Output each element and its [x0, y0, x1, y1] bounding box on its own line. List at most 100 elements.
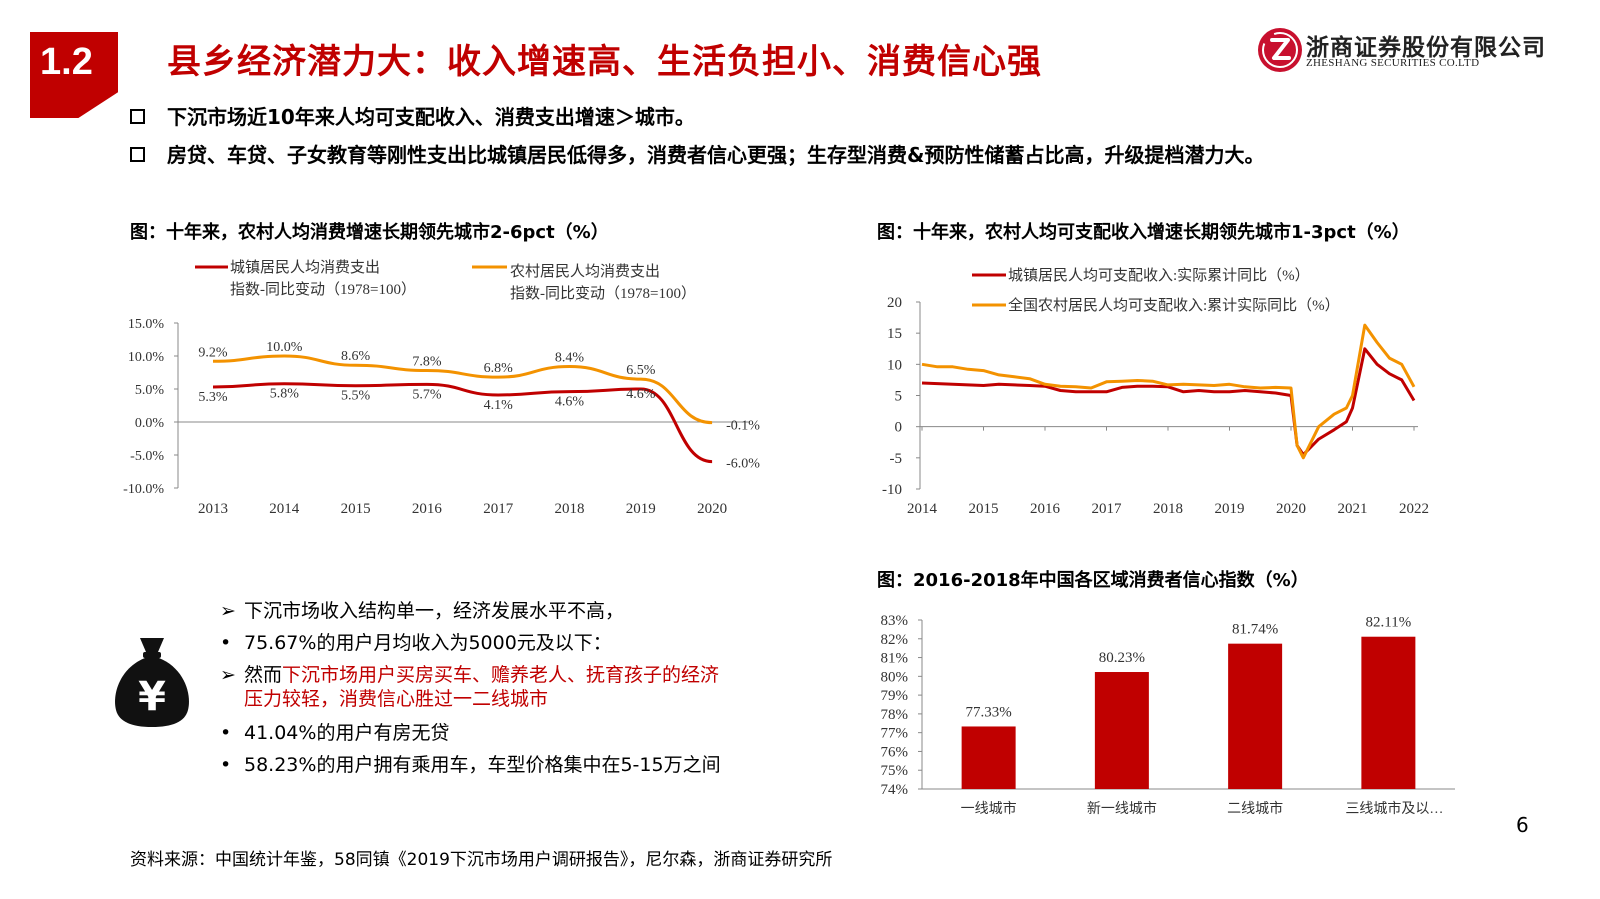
data-label-urban: 5.7%: [412, 387, 442, 402]
section-badge: 1.2: [30, 32, 118, 118]
company-logo: 浙商证券股份有限公司 ZHESHANG SECURITIES CO.LTD: [1258, 28, 1545, 78]
x-tick-label: 2020: [1276, 501, 1306, 517]
data-label-urban: 4.1%: [484, 398, 514, 413]
summary-bullet-text: 房贷、车贷、子女教育等刚性支出比城镇居民低得多，消费者信心更强；生存型消费&预防…: [167, 143, 1265, 167]
data-source-note: 资料来源：中国统计年鉴，58同镇《2019下沉市场用户调研报告》，尼尔森，浙商证…: [130, 850, 833, 870]
legend-urban-line2: 指数-同比变动（1978=100）: [230, 281, 416, 298]
y-tick-label: -5.0%: [130, 449, 164, 464]
data-label-rural: 10.0%: [266, 340, 303, 355]
legend-rural-income: 全国农村居民人均可支配收入:累计实际同比（%）: [1008, 296, 1340, 314]
bar-value-label: 80.23%: [1099, 650, 1145, 666]
y-tick-label: 82%: [881, 632, 909, 648]
logo-english-name: ZHESHANG SECURITIES CO.LTD: [1306, 57, 1480, 69]
x-tick-label: 2019: [1215, 501, 1245, 517]
y-tick-label: 5.0%: [135, 383, 165, 398]
x-category-label: 三线城市及以…: [1345, 800, 1443, 817]
data-label-urban: 4.6%: [555, 395, 585, 410]
list-item: ➢ 下沉市场收入结构单一，经济发展水平不高，: [220, 595, 721, 627]
list-item-text: 75.67%的用户月均收入为5000元及以下：: [244, 632, 612, 654]
list-item-text: 下沉市场收入结构单一，经济发展水平不高，: [244, 600, 625, 622]
y-tick-label: 10: [887, 357, 902, 373]
urban-income-line: [921, 347, 1416, 457]
square-bullet-icon: [130, 109, 145, 124]
bar: [1228, 643, 1283, 789]
dot-bullet-icon: •: [220, 632, 232, 654]
bar: [961, 726, 1016, 789]
dot-bullet-icon: •: [220, 754, 232, 776]
x-category-label: 二线城市: [1227, 800, 1283, 817]
logo-mark-icon: [1258, 28, 1302, 72]
page-title: 县乡经济潜力大：收入增速高、生活负担小、消费信心强: [167, 42, 1042, 82]
data-label-rural: 6.8%: [484, 361, 514, 376]
section-number: 1.2: [40, 41, 93, 83]
summary-bullet: 房贷、车贷、子女教育等刚性支出比城镇居民低得多，消费者信心更强；生存型消费&预防…: [130, 140, 1264, 178]
list-item-text: 41.04%的用户有房无贷: [244, 722, 450, 744]
data-label-rural: -0.1%: [726, 419, 760, 434]
x-tick-label: 2020: [697, 501, 727, 517]
dot-bullet-icon: •: [220, 722, 232, 744]
y-tick-label: 15: [887, 326, 902, 342]
x-tick-label: 2017: [1092, 501, 1123, 517]
summary-bullets: 下沉市场近10年来人均可支配收入、消费支出增速＞城市。 房贷、车贷、子女教育等刚…: [130, 102, 1264, 178]
data-label-urban: 5.5%: [341, 389, 371, 404]
data-label-rural: 6.5%: [626, 363, 656, 378]
list-item-highlight: ➢ 然而下沉市场用户买房买车、赡养老人、抚育孩子的经济 压力较轻，消费信心胜过一…: [220, 663, 721, 711]
x-tick-label: 2022: [1399, 501, 1429, 517]
data-label-rural: 9.2%: [198, 345, 228, 360]
consumption-growth-chart: 城镇居民人均消费支出 指数-同比变动（1978=100） 农村居民人均消费支出 …: [123, 259, 760, 517]
consumer-confidence-chart: 83% 82% 81% 80% 79% 78% 77% 76% 75% 74% 77.33% 一线城…: [881, 613, 1455, 817]
y-tick-label: 83%: [881, 613, 909, 629]
legend-urban-income: 城镇居民人均可支配收入:实际累计同比（%）: [1008, 267, 1310, 284]
y-tick-label: 81%: [881, 651, 909, 667]
x-tick-label: 2013: [198, 501, 228, 517]
list-item-highlight-text: 下沉市场用户买房买车、赡养老人、抚育孩子的经济: [282, 664, 720, 686]
y-tick-label: -10: [882, 482, 902, 498]
legend-urban-line1: 城镇居民人均消费支出: [230, 259, 380, 276]
list-item: • 58.23%的用户拥有乘用车，车型价格集中在5-15万之间: [220, 749, 721, 781]
logo-chinese-name: 浙商证券股份有限公司: [1306, 34, 1546, 61]
data-label-rural: 8.6%: [341, 349, 371, 364]
list-item-prefix: 然而: [244, 664, 283, 686]
y-tick-label: 74%: [881, 782, 909, 798]
income-growth-chart: 城镇居民人均可支配收入:实际累计同比（%） 全国农村居民人均可支配收入:累计实际…: [882, 267, 1429, 517]
bar-value-label: 77.33%: [966, 704, 1012, 720]
y-tick-label: -5: [890, 451, 903, 467]
bar: [1361, 636, 1416, 789]
y-tick-label: 20: [887, 295, 902, 311]
data-label-urban: 5.8%: [270, 387, 300, 402]
legend-rural-line2: 指数-同比变动（1978=100）: [510, 285, 696, 302]
summary-bullet: 下沉市场近10年来人均可支配收入、消费支出增速＞城市。: [130, 102, 1264, 140]
y-tick-label: 15.0%: [128, 317, 165, 332]
urban-consumption-line: [212, 382, 713, 464]
square-bullet-icon: [130, 147, 145, 162]
bar-value-label: 81.74%: [1232, 622, 1278, 638]
x-tick-label: 2018: [555, 501, 585, 517]
x-tick-label: 2018: [1153, 501, 1183, 517]
y-tick-label: 78%: [881, 707, 909, 723]
money-bag-icon: ¥: [112, 634, 192, 733]
y-tick-label: 5: [895, 389, 903, 405]
list-item-text-line2: 压力较轻，消费信心胜过一二线城市: [244, 688, 549, 710]
arrow-bullet-icon: ➢: [220, 664, 236, 686]
chart2-title: 图：十年来，农村人均可支配收入增速长期领先城市1-3pct（%）: [877, 222, 1410, 243]
bar: [1094, 672, 1149, 789]
y-tick-label: 0.0%: [135, 416, 165, 431]
chart1-title: 图：十年来，农村人均消费增速长期领先城市2-6pct（%）: [130, 222, 609, 243]
x-tick-label: 2019: [626, 501, 656, 517]
rural-income-line: [921, 323, 1416, 460]
chart3-title: 图：2016-2018年中国各区域消费者信心指数（%）: [877, 570, 1309, 591]
y-tick-label: 77%: [881, 726, 909, 742]
page-number: 6: [1516, 813, 1529, 837]
y-tick-label: 75%: [881, 763, 909, 779]
insight-list: ➢ 下沉市场收入结构单一，经济发展水平不高， • 75.67%的用户月均收入为5…: [220, 595, 721, 781]
x-tick-label: 2014: [907, 501, 938, 517]
data-label-urban: -6.0%: [726, 457, 760, 472]
x-tick-label: 2014: [269, 501, 300, 517]
y-tick-label: 80%: [881, 669, 909, 685]
data-label-urban: 5.3%: [198, 390, 228, 405]
data-label-rural: 7.8%: [412, 355, 442, 370]
rural-consumption-line: [212, 354, 713, 425]
list-item: • 75.67%的用户月均收入为5000元及以下：: [220, 627, 721, 659]
list-item: • 41.04%的用户有房无贷: [220, 717, 721, 749]
y-tick-label: 10.0%: [128, 350, 165, 365]
